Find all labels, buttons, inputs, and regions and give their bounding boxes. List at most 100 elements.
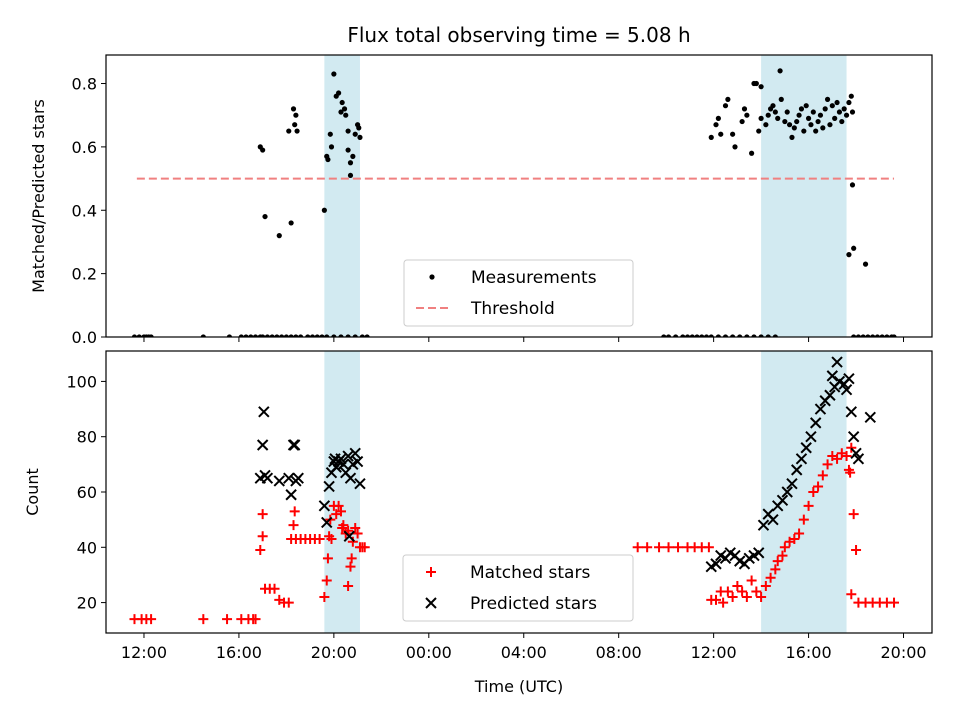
data-point-predicted	[847, 430, 860, 443]
highlight-span	[324, 351, 360, 633]
data-point-matched	[321, 575, 332, 586]
data-point-predicted	[321, 516, 333, 529]
data-point-measurement	[279, 334, 285, 337]
legend-label: Predicted stars	[470, 594, 597, 614]
data-point-measurement	[356, 125, 362, 131]
data-point-predicted	[790, 464, 803, 476]
y-tick-label: 20	[77, 594, 97, 613]
data-point-measurement	[722, 103, 729, 109]
data-point-predicted	[273, 475, 285, 487]
data-point-measurement	[226, 334, 233, 337]
data-point-matched	[198, 614, 209, 625]
legend: Measurements Threshold	[403, 259, 634, 327]
y-axis-label: Count	[23, 468, 42, 516]
data-point-predicted	[805, 430, 817, 443]
data-point-matched	[333, 500, 344, 511]
data-point-measurement	[815, 118, 821, 125]
data-point-measurement	[347, 160, 354, 166]
data-point-measurement	[829, 103, 835, 109]
x-tick-label: 20:00	[880, 643, 926, 662]
y-tick-label: 100	[66, 372, 97, 391]
legend-marker-measurement	[429, 274, 435, 280]
data-point-measurement	[319, 334, 325, 337]
data-point-matched	[741, 592, 752, 603]
data-point-matched	[846, 589, 857, 600]
data-point-measurement	[321, 207, 327, 213]
data-point-measurement	[260, 334, 266, 337]
data-point-measurement	[810, 109, 816, 115]
data-point-matched	[803, 500, 814, 511]
data-point-measurement	[708, 334, 714, 337]
data-point-matched	[250, 614, 261, 625]
data-point-measurement	[730, 334, 736, 337]
legend: Matched stars Predicted stars	[402, 554, 634, 622]
data-point-measurement	[758, 84, 764, 90]
data-point-predicted	[344, 472, 357, 484]
data-point-predicted	[318, 500, 331, 512]
y-tick-label: 0.4	[72, 201, 97, 220]
data-point-predicted	[354, 477, 366, 490]
data-point-predicted	[351, 455, 364, 468]
data-point-measurement	[703, 334, 710, 337]
data-point-measurement	[758, 115, 764, 121]
data-point-measurement	[331, 334, 337, 337]
data-point-measurement	[841, 106, 847, 112]
data-point-measurement	[808, 122, 814, 128]
plot-area	[129, 351, 900, 633]
data-point-measurement	[749, 150, 755, 156]
data-point-measurement	[798, 106, 805, 112]
data-point-measurement	[827, 122, 833, 128]
data-point-measurement	[765, 334, 771, 337]
data-point-measurement	[718, 131, 724, 137]
data-point-measurement	[836, 109, 843, 115]
data-point-measurement	[345, 147, 351, 153]
data-point-measurement	[148, 334, 154, 337]
data-point-measurement	[715, 115, 721, 121]
data-point-measurement	[264, 334, 271, 337]
data-point-measurement	[884, 334, 890, 337]
data-point-matched	[257, 509, 268, 520]
data-point-measurement	[843, 112, 850, 118]
y-axis-label: Matched/Predicted stars	[29, 99, 48, 293]
data-point-matched	[322, 553, 333, 564]
data-point-predicted	[349, 447, 361, 460]
data-point-measurement	[751, 334, 757, 337]
data-point-predicted	[800, 442, 812, 454]
data-point-measurement	[789, 134, 795, 140]
data-point-matched	[703, 542, 714, 553]
data-point-matched	[848, 509, 859, 520]
data-point-measurement	[288, 220, 294, 226]
data-point-matched	[732, 581, 743, 591]
data-point-measurement	[200, 334, 206, 337]
data-point-measurement	[243, 334, 249, 337]
data-point-predicted	[776, 494, 789, 507]
data-point-matched	[794, 528, 805, 539]
data-point-measurement	[786, 122, 793, 128]
data-point-matched	[737, 586, 748, 597]
data-point-measurement	[796, 112, 802, 118]
data-point-matched	[346, 553, 357, 564]
data-point-measurement	[865, 334, 871, 337]
data-point-measurement	[359, 334, 365, 337]
panel-ratio: 0.0 0.2 0.4 0.6 0.8 Matched/Predicted stars Me…	[29, 54, 933, 347]
data-point-predicted	[840, 383, 853, 396]
data-point-matched	[722, 586, 733, 597]
data-point-predicted	[826, 370, 839, 382]
data-point-measurement	[772, 334, 778, 337]
data-point-measurement	[352, 334, 358, 337]
data-point-predicted	[710, 558, 722, 570]
y-tick-label: 0.8	[72, 75, 97, 94]
data-point-predicted	[852, 453, 865, 465]
data-point-matched	[718, 597, 729, 608]
data-point-measurement	[338, 334, 344, 337]
data-point-measurement	[725, 96, 731, 102]
data-point-predicted	[767, 513, 779, 526]
data-point-matched	[727, 592, 738, 603]
data-point-predicted	[786, 477, 798, 490]
data-point-measurement	[274, 334, 280, 337]
data-point-measurement	[805, 115, 812, 121]
data-point-measurement	[770, 103, 776, 109]
data-point-measurement	[848, 93, 854, 99]
data-point-measurement	[269, 334, 275, 337]
